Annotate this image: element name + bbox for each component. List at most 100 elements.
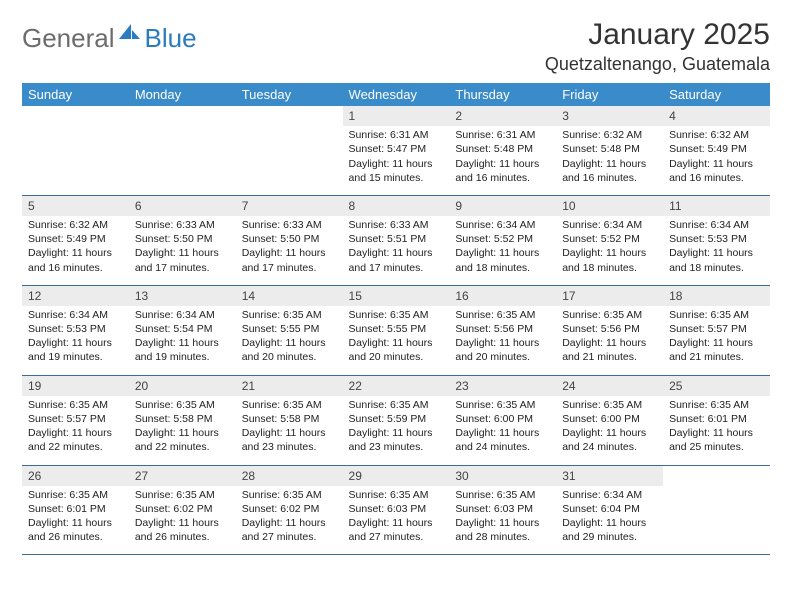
sunset-text: Sunset: 5:52 PM	[455, 232, 550, 246]
calendar-row: 5Sunrise: 6:32 AMSunset: 5:49 PMDaylight…	[22, 195, 770, 285]
day-number: 1	[343, 106, 450, 126]
calendar-cell: 8Sunrise: 6:33 AMSunset: 5:51 PMDaylight…	[343, 195, 450, 285]
calendar-cell	[129, 106, 236, 195]
calendar-cell: 20Sunrise: 6:35 AMSunset: 5:58 PMDayligh…	[129, 375, 236, 465]
sunrise-text: Sunrise: 6:34 AM	[669, 218, 764, 232]
calendar-cell: 1 Sunrise: 6:31 AMSunset: 5:47 PMDaylight…	[343, 106, 450, 195]
sunset-text: Sunset: 6:03 PM	[349, 502, 444, 516]
day-details: Sunrise: 6:31 AMSunset: 5:48 PMDaylight:…	[449, 126, 556, 195]
daylight-text-2: and 22 minutes.	[28, 440, 123, 454]
sunrise-text: Sunrise: 6:34 AM	[562, 488, 657, 502]
daylight-text: Daylight: 11 hours	[242, 516, 337, 530]
calendar-cell	[22, 106, 129, 195]
calendar-cell: 12Sunrise: 6:34 AMSunset: 5:53 PMDayligh…	[22, 285, 129, 375]
sunrise-text: Sunrise: 6:35 AM	[135, 398, 230, 412]
daylight-text: Daylight: 11 hours	[455, 516, 550, 530]
calendar-cell: 10Sunrise: 6:34 AMSunset: 5:52 PMDayligh…	[556, 195, 663, 285]
daylight-text-2: and 16 minutes.	[455, 171, 550, 185]
day-details: Sunrise: 6:35 AMSunset: 5:59 PMDaylight:…	[343, 396, 450, 465]
sunrise-text: Sunrise: 6:35 AM	[669, 308, 764, 322]
day-details: Sunrise: 6:34 AMSunset: 5:53 PMDaylight:…	[663, 216, 770, 285]
logo-sail-icon	[119, 22, 141, 45]
day-number: 13	[129, 286, 236, 306]
sunset-text: Sunset: 6:00 PM	[562, 412, 657, 426]
day-details: Sunrise: 6:35 AMSunset: 5:56 PMDaylight:…	[556, 306, 663, 375]
calendar-cell: 29Sunrise: 6:35 AMSunset: 6:03 PMDayligh…	[343, 465, 450, 555]
weekday-header: Sunday	[22, 83, 129, 106]
sunset-text: Sunset: 6:01 PM	[669, 412, 764, 426]
daylight-text-2: and 27 minutes.	[349, 530, 444, 544]
daylight-text: Daylight: 11 hours	[562, 157, 657, 171]
daylight-text-2: and 24 minutes.	[562, 440, 657, 454]
daylight-text: Daylight: 11 hours	[28, 246, 123, 260]
sunrise-text: Sunrise: 6:34 AM	[28, 308, 123, 322]
day-number: 21	[236, 376, 343, 396]
daylight-text-2: and 19 minutes.	[135, 350, 230, 364]
day-number: 25	[663, 376, 770, 396]
sunrise-text: Sunrise: 6:33 AM	[135, 218, 230, 232]
calendar-cell: 28Sunrise: 6:35 AMSunset: 6:02 PMDayligh…	[236, 465, 343, 555]
day-number: 19	[22, 376, 129, 396]
daylight-text-2: and 17 minutes.	[135, 261, 230, 275]
day-number: 9	[449, 196, 556, 216]
day-number: 7	[236, 196, 343, 216]
daylight-text-2: and 25 minutes.	[669, 440, 764, 454]
calendar-cell: 31Sunrise: 6:34 AMSunset: 6:04 PMDayligh…	[556, 465, 663, 555]
sunrise-text: Sunrise: 6:32 AM	[669, 128, 764, 142]
calendar-cell: 26Sunrise: 6:35 AMSunset: 6:01 PMDayligh…	[22, 465, 129, 555]
calendar-row: 26Sunrise: 6:35 AMSunset: 6:01 PMDayligh…	[22, 465, 770, 555]
calendar-cell: 18Sunrise: 6:35 AMSunset: 5:57 PMDayligh…	[663, 285, 770, 375]
daylight-text-2: and 20 minutes.	[349, 350, 444, 364]
day-details: Sunrise: 6:35 AMSunset: 6:02 PMDaylight:…	[236, 486, 343, 555]
sunset-text: Sunset: 6:04 PM	[562, 502, 657, 516]
day-number: 12	[22, 286, 129, 306]
daylight-text-2: and 16 minutes.	[28, 261, 123, 275]
sunrise-text: Sunrise: 6:33 AM	[242, 218, 337, 232]
daylight-text-2: and 18 minutes.	[562, 261, 657, 275]
day-number: 31	[556, 466, 663, 486]
day-number: 30	[449, 466, 556, 486]
day-details: Sunrise: 6:35 AMSunset: 5:57 PMDaylight:…	[663, 306, 770, 375]
day-details: Sunrise: 6:33 AMSunset: 5:51 PMDaylight:…	[343, 216, 450, 285]
calendar-cell: 25Sunrise: 6:35 AMSunset: 6:01 PMDayligh…	[663, 375, 770, 465]
day-details: Sunrise: 6:35 AMSunset: 6:01 PMDaylight:…	[22, 486, 129, 555]
daylight-text-2: and 16 minutes.	[669, 171, 764, 185]
daylight-text: Daylight: 11 hours	[349, 246, 444, 260]
calendar-cell: 7Sunrise: 6:33 AMSunset: 5:50 PMDaylight…	[236, 195, 343, 285]
sunrise-text: Sunrise: 6:32 AM	[562, 128, 657, 142]
day-number: 3	[556, 106, 663, 126]
calendar-table: SundayMondayTuesdayWednesdayThursdayFrid…	[22, 83, 770, 555]
day-details: Sunrise: 6:35 AMSunset: 6:02 PMDaylight:…	[129, 486, 236, 555]
location: Quetzaltenango, Guatemala	[545, 54, 770, 75]
day-details: Sunrise: 6:35 AMSunset: 5:57 PMDaylight:…	[22, 396, 129, 465]
calendar-row: 1Sunrise: 6:31 AMSunset: 5:47 PMDaylight…	[22, 106, 770, 195]
daylight-text-2: and 27 minutes.	[242, 530, 337, 544]
calendar-cell: 22Sunrise: 6:35 AMSunset: 5:59 PMDayligh…	[343, 375, 450, 465]
sunrise-text: Sunrise: 6:35 AM	[28, 488, 123, 502]
calendar-cell: 2Sunrise: 6:31 AMSunset: 5:48 PMDaylight…	[449, 106, 556, 195]
sunrise-text: Sunrise: 6:31 AM	[349, 128, 444, 142]
day-number: 26	[22, 466, 129, 486]
month-title: January 2025	[545, 18, 770, 52]
daylight-text: Daylight: 11 hours	[135, 246, 230, 260]
daylight-text: Daylight: 11 hours	[135, 516, 230, 530]
day-details: Sunrise: 6:35 AMSunset: 5:56 PMDaylight:…	[449, 306, 556, 375]
daylight-text: Daylight: 11 hours	[669, 246, 764, 260]
daylight-text: Daylight: 11 hours	[455, 246, 550, 260]
day-number: 29	[343, 466, 450, 486]
daylight-text: Daylight: 11 hours	[349, 157, 444, 171]
day-details: Sunrise: 6:35 AMSunset: 6:00 PMDaylight:…	[449, 396, 556, 465]
sunrise-text: Sunrise: 6:35 AM	[455, 308, 550, 322]
sunset-text: Sunset: 6:03 PM	[455, 502, 550, 516]
daylight-text-2: and 22 minutes.	[135, 440, 230, 454]
daylight-text: Daylight: 11 hours	[28, 426, 123, 440]
day-number: 18	[663, 286, 770, 306]
day-number: 10	[556, 196, 663, 216]
daylight-text-2: and 17 minutes.	[349, 261, 444, 275]
day-details: Sunrise: 6:35 AMSunset: 5:58 PMDaylight:…	[129, 396, 236, 465]
day-details: Sunrise: 6:35 AMSunset: 5:55 PMDaylight:…	[343, 306, 450, 375]
sunset-text: Sunset: 5:47 PM	[349, 142, 444, 156]
day-details: Sunrise: 6:34 AMSunset: 5:53 PMDaylight:…	[22, 306, 129, 375]
weekday-header: Friday	[556, 83, 663, 106]
day-details: Sunrise: 6:35 AMSunset: 6:03 PMDaylight:…	[449, 486, 556, 555]
